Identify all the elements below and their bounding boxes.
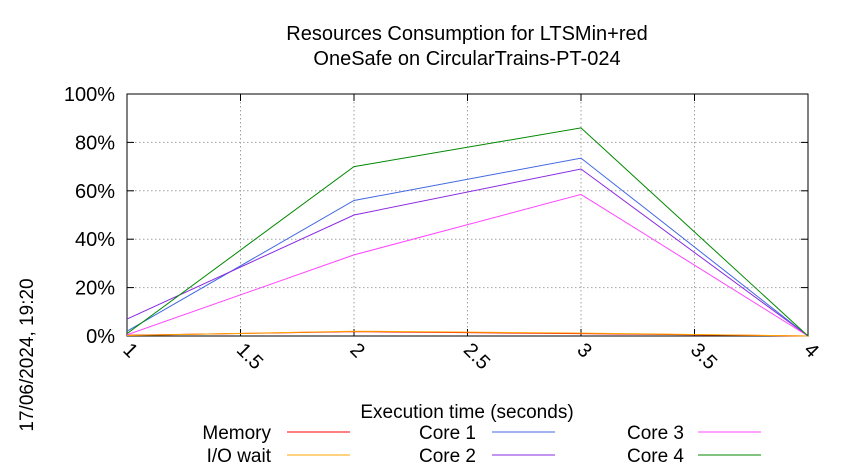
- timestamp-label: 17/06/2024, 19:20: [17, 278, 38, 431]
- y-tick-label: 0%: [86, 326, 115, 348]
- y-axis: 0% 20% 40% 60% 80% 100%: [64, 84, 808, 348]
- legend-label-core-3: Core 3: [627, 423, 684, 444]
- legend-label-core-4: Core 4: [627, 446, 684, 467]
- legend-label-core-2: Core 2: [419, 446, 476, 467]
- series-line-core-1: [126, 157, 809, 337]
- series-line-core-2: [126, 168, 809, 337]
- legend-label-core-1: Core 1: [419, 423, 476, 444]
- legend-label-memory: Memory: [202, 423, 271, 444]
- x-tick-label: 3: [572, 339, 595, 362]
- series-line-core-3: [126, 193, 809, 337]
- chart-title-line-1: Resources Consumption for LTSMin+red: [286, 23, 647, 45]
- chart-title-line-2: OneSafe on CircularTrains-PT-024: [313, 48, 620, 70]
- x-tick-label: 1.5: [232, 339, 267, 374]
- legend-label-i-o-wait: I/O wait: [207, 446, 272, 467]
- x-tick-label: 1: [118, 339, 141, 362]
- series-line-core-4: [126, 127, 809, 337]
- series-group: [126, 127, 809, 337]
- x-tick-label: 2: [345, 339, 368, 362]
- x-tick-label: 4: [799, 339, 822, 362]
- y-tick-label: 80%: [75, 132, 115, 154]
- series-line-i-o-wait: [126, 330, 809, 337]
- y-tick-label: 100%: [64, 84, 115, 106]
- y-tick-label: 20%: [75, 278, 115, 300]
- y-tick-label: 40%: [75, 229, 115, 251]
- x-tick-label: 3.5: [686, 339, 721, 374]
- x-tick-label: 2.5: [459, 339, 494, 374]
- x-axis-label: Execution time (seconds): [360, 402, 573, 423]
- y-tick-label: 60%: [75, 181, 115, 203]
- grid: [127, 94, 808, 336]
- chart-title: Resources Consumption for LTSMin+red One…: [286, 23, 647, 70]
